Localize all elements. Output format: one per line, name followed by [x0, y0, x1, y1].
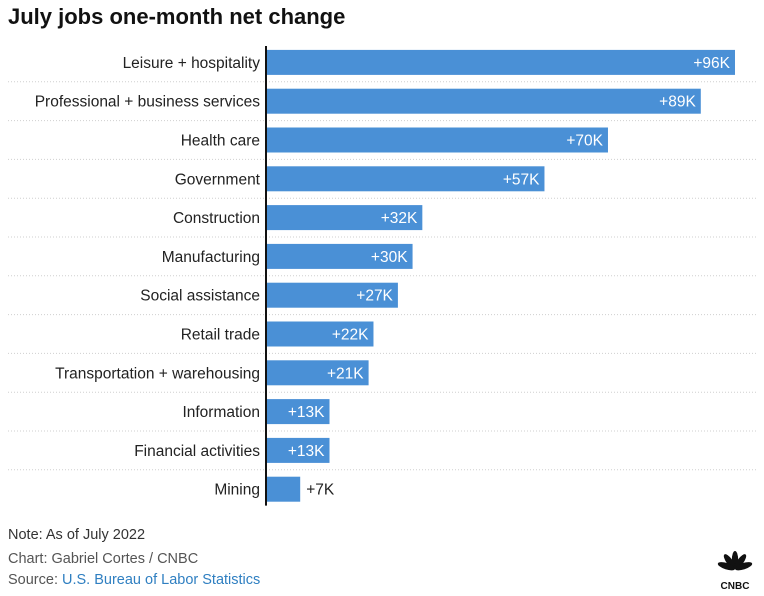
- chart-credit: Chart: Gabriel Cortes / CNBC: [8, 551, 199, 567]
- data-label: +89K: [659, 94, 696, 111]
- category-label: Mining: [214, 482, 260, 499]
- bar-chart: Leisure + hospitality +96K Professional + …: [8, 46, 756, 506]
- bar: [266, 321, 374, 347]
- category-label: Manufacturing: [162, 249, 260, 266]
- chart-note: Note: As of July 2022: [8, 527, 146, 543]
- bar: [266, 127, 608, 153]
- cnbc-logo-text: CNBC: [721, 581, 750, 592]
- category-label: Health care: [181, 133, 260, 150]
- data-label: +57K: [503, 171, 540, 188]
- bar: [266, 399, 330, 425]
- bar: [266, 166, 545, 192]
- data-label: +70K: [566, 133, 603, 150]
- category-label: Construction: [173, 210, 260, 227]
- category-label: Financial activities: [134, 443, 260, 460]
- category-label: Social assistance: [140, 288, 260, 305]
- category-label: Transportation + warehousing: [55, 365, 260, 382]
- data-label: +13K: [288, 404, 325, 421]
- data-label: +7K: [306, 482, 335, 499]
- chart-title: July jobs one-month net change: [8, 4, 346, 29]
- data-label: +21K: [327, 365, 364, 382]
- chart-source: Source: U.S. Bureau of Labor Statistics: [8, 572, 260, 588]
- data-label: +30K: [371, 249, 408, 266]
- source-prefix: Source:: [8, 572, 62, 588]
- data-label: +22K: [332, 327, 369, 344]
- peacock-icon: CNBC: [717, 551, 753, 592]
- category-label: Leisure + hospitality: [123, 55, 261, 72]
- bar: [266, 282, 398, 308]
- data-label: +13K: [288, 443, 325, 460]
- category-label: Professional + business services: [35, 94, 261, 111]
- bar: [266, 49, 735, 75]
- category-label: Information: [182, 404, 260, 421]
- bar: [266, 476, 301, 502]
- data-label: +96K: [693, 55, 730, 72]
- data-label: +32K: [381, 210, 418, 227]
- bar: [266, 243, 413, 269]
- data-label: +27K: [356, 288, 393, 305]
- bar: [266, 88, 701, 114]
- source-link[interactable]: U.S. Bureau of Labor Statistics: [62, 572, 261, 588]
- bar: [266, 437, 330, 463]
- category-label: Retail trade: [181, 327, 260, 344]
- bar: [266, 360, 369, 386]
- category-label: Government: [175, 171, 261, 188]
- bar: [266, 205, 423, 231]
